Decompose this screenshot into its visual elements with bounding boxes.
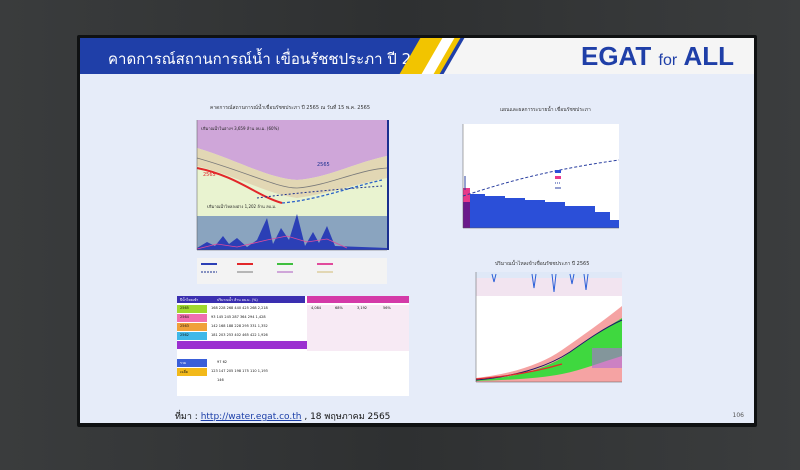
- table-row: 2563 142 168 188 228 295 331 1,352: [177, 324, 409, 331]
- row-right-value: 3,192: [357, 306, 368, 310]
- row-values: 97 62: [217, 360, 228, 364]
- row-right-value: 68%: [335, 306, 343, 310]
- row-swatch-2562: [177, 332, 207, 340]
- bar-actual-2: [463, 202, 470, 228]
- row-label: ปีน้ำไหลเข้า: [180, 298, 199, 302]
- row-label: รวม: [180, 361, 187, 365]
- row-values: 181 203 253 402 465 422 1,926: [211, 333, 268, 337]
- row-band-purple: [177, 341, 307, 349]
- logo-egat: EGAT: [580, 41, 652, 71]
- legend-box: [482, 304, 542, 354]
- logo-for: for: [658, 52, 678, 69]
- forecast-curve: [281, 179, 383, 204]
- row-swatch-total: [177, 359, 207, 367]
- source-link[interactable]: http://water.egat.co.th: [200, 412, 302, 422]
- main-chart-label-1: ปริมาณน้ำในอ่างฯ 3,659 ล้าน ลบ.ม. (60%): [201, 124, 279, 131]
- row-values: 142 168 188 228 295 331 1,352: [211, 324, 268, 328]
- footer-prefix: ที่มา :: [175, 412, 201, 422]
- upper-zone-fill: [197, 120, 387, 180]
- slide-title: คาดการณ์สถานการณ์น้ำ เขื่อนรัชชประภา ปี …: [108, 50, 440, 68]
- row-swatch-2565: [177, 305, 207, 313]
- row-label: เฉลี่ย: [180, 370, 188, 374]
- row-swatch-2563: [177, 323, 207, 331]
- row-values: 93 145 245 287 364 294 1,428: [211, 315, 266, 319]
- table-row: 146: [177, 378, 409, 385]
- row-values: ปริมาณน้ำ ล้าน ลบ.ม. (%): [217, 298, 258, 302]
- purple-zone: [592, 348, 622, 368]
- right-axis: [387, 120, 389, 250]
- inflow-line: [196, 235, 348, 250]
- top-band: [476, 272, 622, 278]
- table-row: 2564 93 145 245 287 364 294 1,428: [177, 315, 409, 322]
- upper-rule-curve: [196, 157, 388, 189]
- row-right-value: 4,084: [311, 306, 322, 310]
- cumulative-line: [462, 159, 620, 197]
- row-swatch-2564: [177, 314, 207, 322]
- presentation-slide: คาดการณ์สถานการณ์น้ำ เขื่อนรัชชประภา ปี …: [80, 38, 754, 423]
- logo-area: EGAT for ALL: [468, 38, 754, 74]
- table-right-block: [307, 305, 409, 351]
- middle-zone-fill: [197, 148, 387, 198]
- legend-swatch-plan: [555, 170, 561, 173]
- row-values: 146: [217, 378, 224, 382]
- right-bottom-chart-title: ปริมาณน้ำไหลเข้าเขื่อนรัชชประภา ปี 2565: [495, 261, 590, 267]
- egat-logo: EGAT for ALL: [581, 41, 734, 72]
- main-chart-title: คาดการณ์สถานการณ์น้ำเขื่อนรัชชประภา ปี 2…: [210, 105, 371, 111]
- curve-2565: [196, 167, 283, 204]
- rain-spikes: [491, 273, 589, 293]
- source-footer: ที่มา : http://water.egat.co.th , 18 พฤษ…: [175, 409, 390, 423]
- inflow-bars: [197, 214, 387, 250]
- curve-label-2565: 2565: [203, 172, 216, 178]
- row-values: 168 228 268 440 425 268 2,218: [211, 306, 268, 310]
- curve-label-2565b: 2565: [317, 162, 330, 168]
- logo-all: ALL: [683, 41, 734, 71]
- forecast-band-green: [476, 318, 622, 381]
- table-header-right: [307, 296, 409, 303]
- actual-line: [475, 363, 563, 380]
- main-reservoir-chart: ปริมาณน้ำในอ่างฯ 3,659 ล้าน ลบ.ม. (60%) …: [196, 120, 389, 284]
- table-row: รวม 97 62: [177, 360, 409, 367]
- page-number: 106: [732, 412, 744, 419]
- row-label: 2564: [180, 315, 189, 319]
- row-label: 2562: [180, 333, 189, 337]
- row-label: 2565: [180, 306, 189, 310]
- right-top-chart-title: แผนและผลการระบายน้ำ เขื่อนรัชชประภา: [500, 107, 591, 113]
- row-values: 123 147 205 198 175 110 1,193: [211, 369, 268, 373]
- table-header-left: [177, 296, 305, 303]
- inflow-table: ปีน้ำไหลเข้า ปริมาณน้ำ ล้าน ลบ.ม. (%) 25…: [177, 296, 409, 396]
- row-swatch-average: [177, 368, 207, 376]
- bar-planned: [470, 194, 619, 228]
- row-label: 2563: [180, 324, 189, 328]
- upper-zone: [476, 278, 622, 296]
- legend-swatch-actual: [555, 176, 561, 179]
- discharge-plan-chart: [462, 124, 620, 229]
- inflow-forecast-chart: [475, 272, 623, 383]
- row-right-value: 56%: [383, 306, 391, 310]
- table-row: 2565 168 228 268 440 425 268 2,218 4,084…: [177, 306, 409, 313]
- forecast-curve-2: [256, 185, 383, 199]
- table-row: 2562 181 203 253 402 465 422 1,926: [177, 333, 409, 340]
- table-row: เฉลี่ย 123 147 205 198 175 110 1,193: [177, 369, 409, 376]
- footer-date: , 18 พฤษภาคม 2565: [301, 412, 391, 422]
- main-chart-label-2: ปริมาณน้ำไหลลงอ่าง 1,202 ล้าน ลบ.ม.: [207, 202, 276, 209]
- table-row: ปีน้ำไหลเข้า ปริมาณน้ำ ล้าน ลบ.ม. (%): [177, 297, 409, 304]
